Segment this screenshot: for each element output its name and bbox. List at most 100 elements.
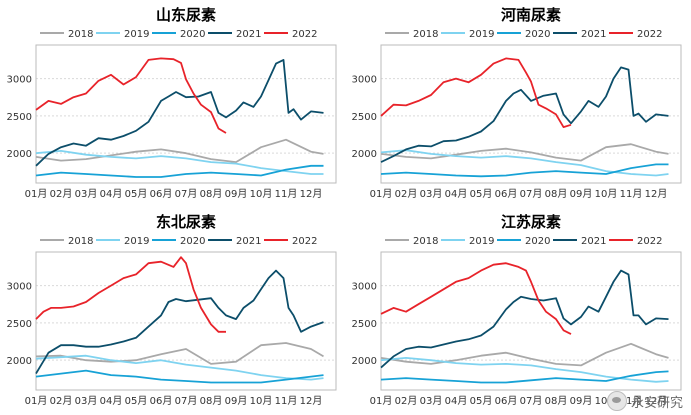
series-line-2018 [35,138,324,164]
x-tick-label: 01月 [370,188,393,200]
x-tick-label: 11月 [275,188,298,200]
series-line-2021 [380,66,669,163]
legend-label: 2019 [124,29,149,40]
x-tick-label: 03月 [75,395,98,407]
x-tick-label: 08月 [200,188,223,200]
series-line-2019 [380,356,669,383]
x-tick-label: 09月 [225,188,248,200]
x-tick-label: 06月 [150,188,173,200]
y-tick-label: 3000 [352,75,377,86]
legend-label: 2021 [236,29,261,40]
y-tick-label: 2500 [352,319,377,330]
plot-frame [380,44,682,184]
x-tick-label: 06月 [150,395,173,407]
watermark: 永安研究 [606,391,683,411]
x-tick-label: 03月 [75,188,98,200]
y-tick-label: 3000 [352,282,377,293]
series-line-2022 [35,256,226,333]
series-line-2018 [35,342,324,365]
series-line-2022 [35,57,227,134]
wechat-icon [606,391,627,411]
x-tick-label: 02月 [395,395,418,407]
series-line-2020 [35,164,324,178]
x-tick-label: 09月 [570,395,593,407]
x-tick-label: 02月 [395,188,418,200]
legend-label: 2020 [180,29,205,40]
x-tick-label: 07月 [175,188,198,200]
series-line-2020 [380,370,669,384]
y-tick-label: 3000 [7,75,32,86]
y-tick-label: 2500 [352,112,377,123]
x-tick-label: 03月 [420,395,443,407]
legend-label: 2020 [525,236,550,247]
x-tick-label: 01月 [370,395,393,407]
watermark-text: 永安研究 [630,395,683,411]
series-line-2020 [380,163,669,178]
legend-label: 2018 [68,29,93,40]
chart-title: 江苏尿素 [501,213,561,231]
x-tick-label: 06月 [495,188,518,200]
y-tick-label: 2500 [7,319,32,330]
series-line-2018 [380,342,669,367]
legend-label: 2019 [469,236,494,247]
x-tick-label: 10月 [595,188,618,200]
x-tick-label: 09月 [570,188,593,200]
chart-title: 山东尿素 [156,6,216,24]
y-tick-label: 2000 [7,356,32,367]
chart-title: 东北尿素 [156,213,216,231]
x-tick-label: 04月 [100,395,123,407]
series-line-2020 [35,369,324,384]
legend-label: 2020 [525,29,550,40]
x-tick-label: 11月 [620,188,643,200]
legend-label: 2018 [413,29,438,40]
series-line-2021 [35,59,324,167]
x-tick-label: 05月 [470,188,493,200]
legend-label: 2019 [124,236,149,247]
x-tick-label: 07月 [520,395,543,407]
x-tick-label: 11月 [275,395,298,407]
series-line-2022 [380,57,572,128]
x-tick-label: 07月 [520,188,543,200]
plot-frame [35,44,337,184]
y-tick-label: 2000 [352,356,377,367]
x-tick-label: 10月 [250,188,273,200]
x-tick-label: 08月 [545,188,568,200]
chart-title: 河南尿素 [501,6,561,24]
legend-label: 2022 [637,29,662,40]
x-tick-label: 08月 [545,395,568,407]
series-line-2019 [35,354,324,381]
legend-label: 2021 [581,29,606,40]
legend-label: 2018 [68,236,93,247]
series-line-2018 [380,143,669,162]
legend-label: 2019 [469,29,494,40]
y-tick-label: 2000 [7,149,32,160]
x-tick-label: 04月 [445,395,468,407]
x-tick-label: 09月 [225,395,248,407]
legend-label: 2022 [637,236,662,247]
x-tick-label: 02月 [50,395,73,407]
legend-label: 2021 [581,236,606,247]
x-tick-label: 01月 [25,395,48,407]
series-line-2022 [380,262,572,335]
legend-label: 2020 [180,236,205,247]
x-tick-label: 05月 [125,395,148,407]
y-tick-label: 3000 [7,282,32,293]
series-line-2021 [380,269,669,369]
legend-label: 2018 [413,236,438,247]
x-tick-label: 06月 [495,395,518,407]
plot-frame [35,251,337,391]
x-tick-label: 12月 [645,188,668,200]
x-tick-label: 04月 [445,188,468,200]
series-line-2019 [380,149,669,177]
x-tick-label: 12月 [300,395,323,407]
x-tick-label: 04月 [100,188,123,200]
series-line-2021 [35,269,324,375]
y-tick-label: 2500 [7,112,32,123]
x-tick-label: 02月 [50,188,73,200]
legend-label: 2022 [292,236,317,247]
x-tick-label: 03月 [420,188,443,200]
